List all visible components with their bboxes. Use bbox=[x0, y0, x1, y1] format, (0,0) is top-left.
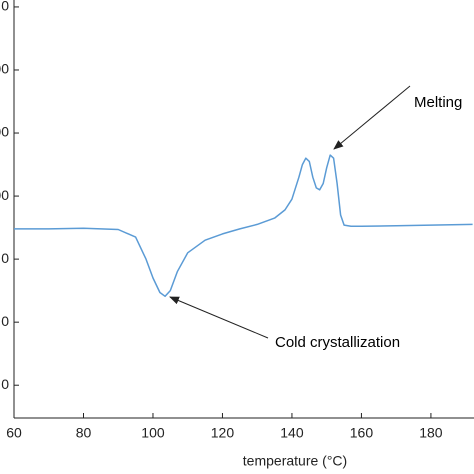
annotation: Melting bbox=[414, 94, 462, 111]
data-line bbox=[14, 154, 473, 298]
x-tick-label: 100 bbox=[141, 425, 165, 441]
y-tick-label: 0 bbox=[1, 250, 9, 266]
x-tick-label: 140 bbox=[280, 425, 304, 441]
arrow bbox=[333, 85, 411, 150]
x-tick-label: 180 bbox=[419, 425, 443, 441]
y-tick-label: 0 bbox=[1, 0, 9, 14]
annotation: Cold crystallization bbox=[275, 334, 400, 351]
y-tick-label: 00 bbox=[0, 61, 9, 77]
y-tick-label: 0 bbox=[1, 376, 9, 392]
x-tick-label: 120 bbox=[211, 425, 235, 441]
x-tick-label: 160 bbox=[350, 425, 374, 441]
y-tick-label: 0 bbox=[1, 313, 9, 329]
y-tick-label: 00 bbox=[0, 187, 9, 203]
x-axis-label: temperature (°C) bbox=[243, 453, 347, 469]
y-tick-label: 00 bbox=[0, 124, 9, 140]
x-tick-label: 80 bbox=[76, 425, 92, 441]
arrow bbox=[169, 296, 269, 339]
x-tick-label: 60 bbox=[6, 425, 22, 441]
